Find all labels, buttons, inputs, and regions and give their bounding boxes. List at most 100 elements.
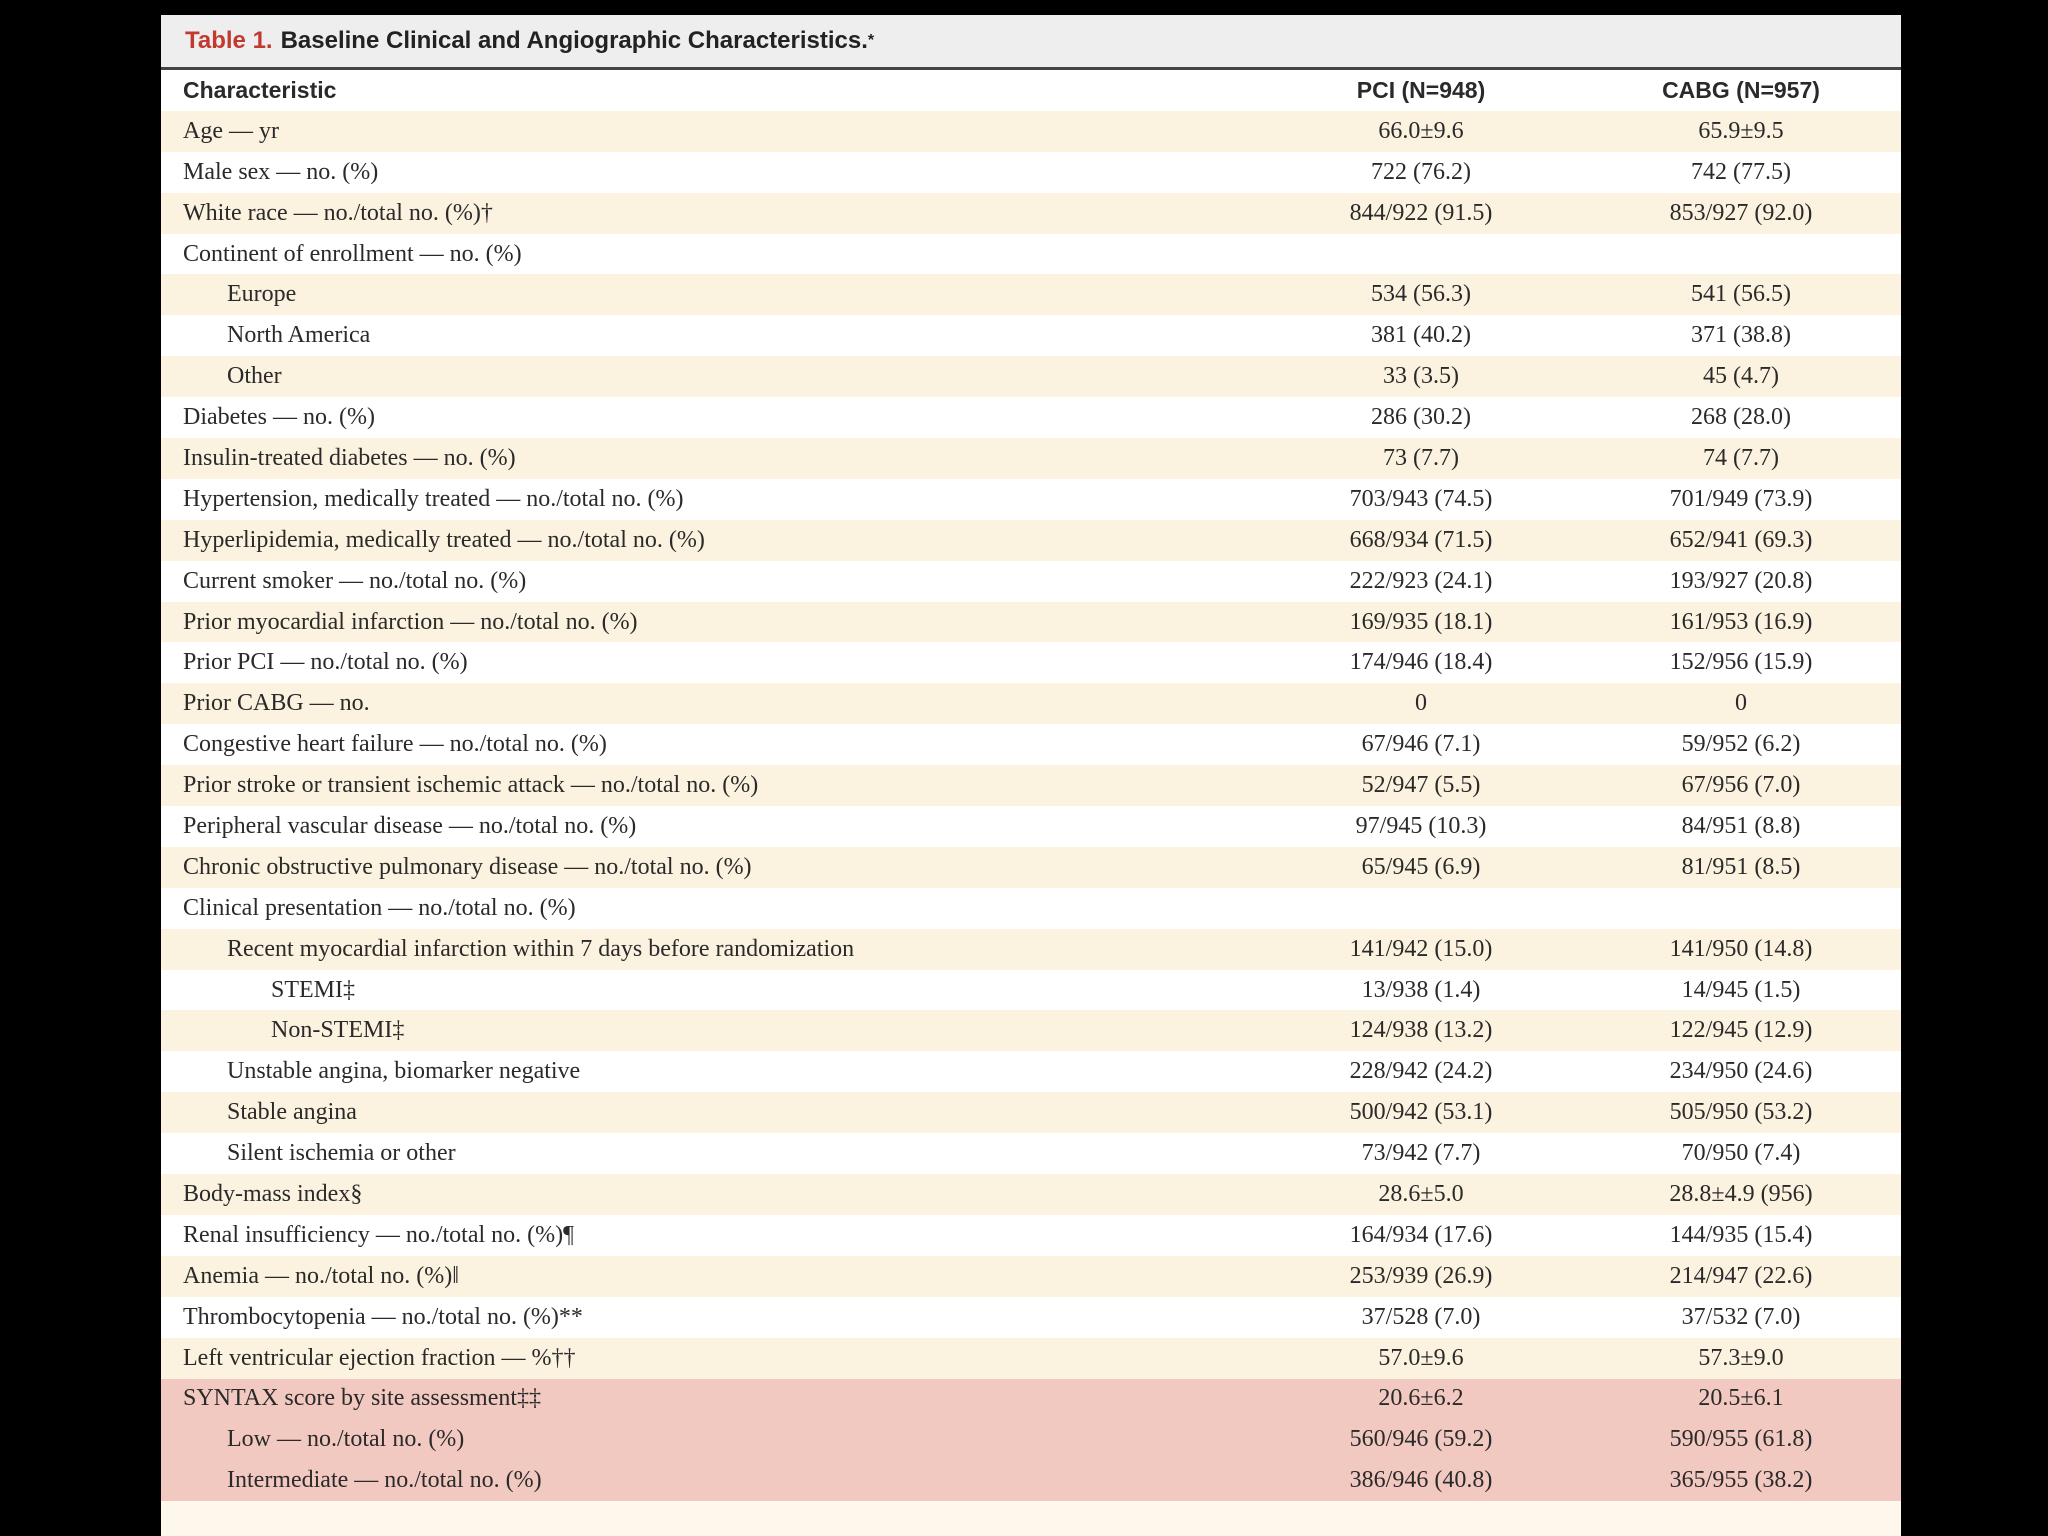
pci-cell: 20.6±6.2 [1261, 1378, 1581, 1420]
characteristic-cell: STEMI‡ [161, 969, 1261, 1011]
characteristic-cell: Body-mass index§ [161, 1174, 1261, 1215]
characteristic-cell: Hyperlipidemia, medically treated — no./… [161, 519, 1261, 561]
table-row: Diabetes — no. (%) 286 (30.2) 268 (28.0) [161, 397, 1901, 439]
cabg-cell: 365/955 (38.2) [1581, 1460, 1901, 1502]
table-row: Prior PCI — no./total no. (%) 174/946 (18… [161, 642, 1901, 684]
table-label: Table 1. [185, 27, 273, 54]
table-title-bar: Table 1. Baseline Clinical and Angiograp… [161, 15, 1901, 70]
pci-cell [1261, 233, 1581, 275]
pci-cell: 66.0±9.6 [1261, 110, 1581, 152]
pci-cell: 33 (3.5) [1261, 356, 1581, 398]
cabg-cell: 214/947 (22.6) [1581, 1255, 1901, 1297]
characteristic-cell: Silent ischemia or other [161, 1133, 1261, 1175]
cabg-cell: 0 [1581, 683, 1901, 725]
characteristic-cell: Stable angina [161, 1092, 1261, 1134]
characteristic-cell: Insulin-treated diabetes — no. (%) [161, 438, 1261, 479]
characteristic-cell: Hypertension, medically treated — no./to… [161, 478, 1261, 520]
characteristic-cell: Anemia — no./total no. (%)‖ [161, 1255, 1261, 1297]
cabg-cell: 853/927 (92.0) [1581, 192, 1901, 234]
pci-cell: 722 (76.2) [1261, 151, 1581, 193]
cabg-cell: 144/935 (15.4) [1581, 1214, 1901, 1256]
pci-cell: 124/938 (13.2) [1261, 1010, 1581, 1052]
cabg-cell: 141/950 (14.8) [1581, 928, 1901, 970]
cabg-cell: 268 (28.0) [1581, 397, 1901, 439]
pci-cell: 65/945 (6.9) [1261, 846, 1581, 888]
characteristic-cell: Intermediate — no./total no. (%) [161, 1460, 1261, 1502]
table-row: Current smoker — no./total no. (%) 222/92… [161, 560, 1901, 602]
table-row: Europe 534 (56.3) 541 (56.5) [161, 274, 1901, 316]
pci-cell: 13/938 (1.4) [1261, 969, 1581, 1011]
cabg-cell: 28.8±4.9 (956) [1581, 1174, 1901, 1215]
characteristic-cell: Continent of enrollment — no. (%) [161, 233, 1261, 275]
header-cabg: CABG (N=957) [1581, 70, 1901, 111]
pci-cell: 141/942 (15.0) [1261, 928, 1581, 970]
header-pci: PCI (N=948) [1261, 70, 1581, 111]
characteristic-cell: Recent myocardial infarction within 7 da… [161, 928, 1261, 970]
table-panel: Table 1. Baseline Clinical and Angiograp… [161, 15, 1901, 1536]
characteristic-cell: Europe [161, 274, 1261, 316]
pci-cell: 52/947 (5.5) [1261, 765, 1581, 807]
table-body: Age — yr 66.0±9.6 65.9±9.5 Male sex — no. (… [161, 110, 1901, 1502]
cabg-cell: 20.5±6.1 [1581, 1378, 1901, 1420]
table-row: North America 381 (40.2) 371 (38.8) [161, 315, 1901, 357]
table-header-row: Characteristic PCI (N=948) CABG (N=957) [161, 70, 1901, 111]
table-row: White race — no./total no. (%)† 844/922 (… [161, 192, 1901, 234]
cabg-cell: 122/945 (12.9) [1581, 1010, 1901, 1052]
table-row: Anemia — no./total no. (%)‖ 253/939 (26.9… [161, 1255, 1901, 1297]
table-row: Other 33 (3.5) 45 (4.7) [161, 356, 1901, 398]
characteristic-cell: Congestive heart failure — no./total no.… [161, 724, 1261, 766]
table-row: Intermediate — no./total no. (%) 386/946 … [161, 1460, 1901, 1502]
cabg-cell: 45 (4.7) [1581, 356, 1901, 398]
table-title: Baseline Clinical and Angiographic Chara… [280, 27, 868, 54]
pci-cell [1261, 887, 1581, 929]
table-row: Non-STEMI‡ 124/938 (13.2) 122/945 (12.9) [161, 1010, 1901, 1052]
characteristic-cell: Thrombocytopenia — no./total no. (%)** [161, 1296, 1261, 1338]
cabg-cell: 742 (77.5) [1581, 151, 1901, 193]
pci-cell: 228/942 (24.2) [1261, 1051, 1581, 1093]
table-title-footnote-mark: * [867, 32, 875, 49]
table-row: Prior myocardial infarction — no./total … [161, 601, 1901, 643]
pci-cell: 534 (56.3) [1261, 274, 1581, 316]
characteristic-cell: Renal insufficiency — no./total no. (%)¶ [161, 1214, 1261, 1256]
cabg-cell: 70/950 (7.4) [1581, 1133, 1901, 1175]
characteristic-cell: Peripheral vascular disease — no./total … [161, 806, 1261, 847]
pci-cell: 386/946 (40.8) [1261, 1460, 1581, 1502]
pci-cell: 174/946 (18.4) [1261, 642, 1581, 684]
table-row: Body-mass index§ 28.6±5.0 28.8±4.9 (956) [161, 1174, 1901, 1215]
table-row: Prior CABG — no. 0 0 [161, 683, 1901, 725]
pci-cell: 0 [1261, 683, 1581, 725]
characteristic-cell: Other [161, 356, 1261, 398]
table-row: Chronic obstructive pulmonary disease — … [161, 846, 1901, 888]
characteristic-cell: Chronic obstructive pulmonary disease — … [161, 846, 1261, 888]
characteristic-cell: Low — no./total no. (%) [161, 1419, 1261, 1461]
characteristic-cell: Age — yr [161, 110, 1261, 152]
characteristic-cell: Clinical presentation — no./total no. (%… [161, 887, 1261, 929]
header-characteristic: Characteristic [161, 70, 1261, 111]
cabg-cell: 81/951 (8.5) [1581, 846, 1901, 888]
cabg-cell: 59/952 (6.2) [1581, 724, 1901, 766]
pci-cell: 381 (40.2) [1261, 315, 1581, 357]
pci-cell: 668/934 (71.5) [1261, 519, 1581, 561]
cabg-cell [1581, 233, 1901, 275]
table-row: Recent myocardial infarction within 7 da… [161, 928, 1901, 970]
pci-cell: 253/939 (26.9) [1261, 1255, 1581, 1297]
cabg-cell: 590/955 (61.8) [1581, 1419, 1901, 1461]
table-row: Insulin-treated diabetes — no. (%) 73 (7.… [161, 438, 1901, 479]
pci-cell: 164/934 (17.6) [1261, 1214, 1581, 1256]
table-row: Thrombocytopenia — no./total no. (%)** 37… [161, 1296, 1901, 1338]
table-row: Continent of enrollment — no. (%) [161, 233, 1901, 275]
characteristic-cell: Unstable angina, biomarker negative [161, 1051, 1261, 1093]
table-row: Male sex — no. (%) 722 (76.2) 742 (77.5) [161, 151, 1901, 193]
characteristic-cell: Non-STEMI‡ [161, 1010, 1261, 1052]
characteristics-table: Characteristic PCI (N=948) CABG (N=957) … [161, 70, 1901, 1502]
table-row: Clinical presentation — no./total no. (%… [161, 887, 1901, 929]
table-row: SYNTAX score by site assessment‡‡ 20.6±6.… [161, 1378, 1901, 1420]
cabg-cell [1581, 887, 1901, 929]
pci-cell: 500/942 (53.1) [1261, 1092, 1581, 1134]
cabg-cell: 193/927 (20.8) [1581, 560, 1901, 602]
table-row: Hyperlipidemia, medically treated — no./… [161, 519, 1901, 561]
pci-cell: 703/943 (74.5) [1261, 478, 1581, 520]
table-row: Congestive heart failure — no./total no.… [161, 724, 1901, 766]
cabg-cell: 67/956 (7.0) [1581, 765, 1901, 807]
pci-cell: 28.6±5.0 [1261, 1174, 1581, 1215]
